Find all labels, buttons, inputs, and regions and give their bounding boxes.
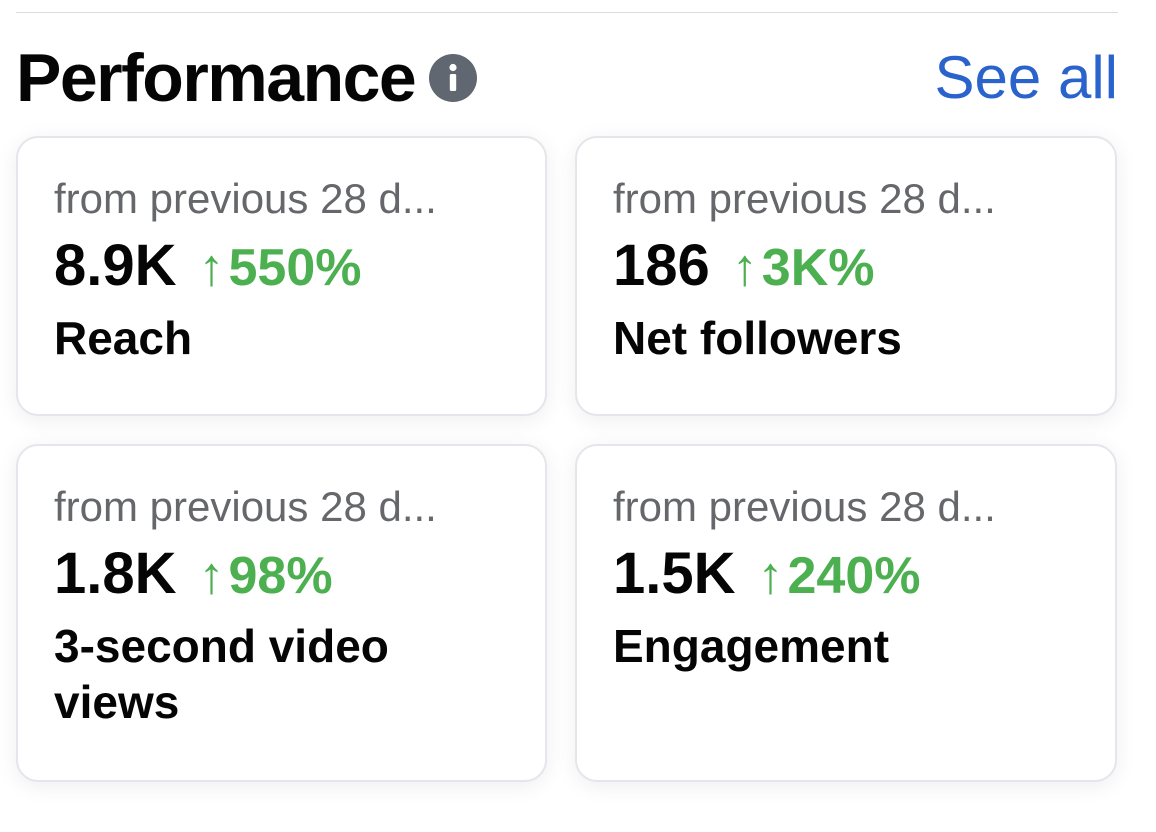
card-subtitle: from previous 28 d... bbox=[54, 483, 437, 530]
performance-header: Performance See all bbox=[16, 40, 1118, 116]
card-value: 8.9K bbox=[54, 233, 177, 299]
info-icon[interactable] bbox=[429, 54, 478, 102]
card-delta-value: 98% bbox=[228, 547, 333, 606]
card-subtitle: from previous 28 d... bbox=[613, 483, 996, 530]
see-all-link[interactable]: See all bbox=[934, 44, 1118, 111]
card-delta-value: 550% bbox=[228, 239, 362, 298]
card-label: Net followers bbox=[613, 312, 902, 365]
card-subtitle: from previous 28 d... bbox=[613, 175, 996, 222]
arrow-up-icon: ↑ bbox=[731, 239, 758, 298]
card-value: 1.5K bbox=[613, 541, 736, 607]
arrow-up-icon: ↑ bbox=[198, 547, 225, 606]
page-title: Performance bbox=[16, 40, 417, 116]
top-divider bbox=[16, 12, 1118, 13]
card-delta: ↑ 550% bbox=[199, 240, 362, 297]
card-subtitle: from previous 28 d... bbox=[54, 175, 437, 222]
card-delta-value: 3K% bbox=[761, 239, 875, 298]
metric-card-reach[interactable]: from previous 28 d... 8.9K ↑ 550% Reach bbox=[16, 136, 547, 416]
card-delta: ↑ 240% bbox=[758, 548, 921, 605]
title-wrap: Performance bbox=[16, 40, 478, 116]
metric-card-net-followers[interactable]: from previous 28 d... 186 ↑ 3K% Net foll… bbox=[575, 136, 1117, 416]
card-value: 186 bbox=[613, 233, 710, 299]
card-value-row: 1.8K ↑ 98% bbox=[54, 542, 545, 606]
card-delta: ↑ 3K% bbox=[732, 240, 875, 297]
card-delta: ↑ 98% bbox=[199, 548, 333, 605]
card-label: Reach bbox=[54, 312, 193, 365]
card-value-row: 8.9K ↑ 550% bbox=[54, 234, 545, 298]
metrics-grid: from previous 28 d... 8.9K ↑ 550% Reach … bbox=[16, 136, 1117, 782]
card-value: 1.8K bbox=[54, 541, 177, 607]
metric-card-engagement[interactable]: from previous 28 d... 1.5K ↑ 240% Engage… bbox=[575, 444, 1117, 782]
arrow-up-icon: ↑ bbox=[757, 547, 784, 606]
card-delta-value: 240% bbox=[787, 547, 921, 606]
card-label: Engagement bbox=[613, 620, 890, 673]
arrow-up-icon: ↑ bbox=[198, 239, 225, 298]
card-value-row: 1.5K ↑ 240% bbox=[613, 542, 1115, 606]
card-value-row: 186 ↑ 3K% bbox=[613, 234, 1115, 298]
card-label: 3-second video views bbox=[54, 620, 389, 729]
metric-card-video-views[interactable]: from previous 28 d... 1.8K ↑ 98% 3-secon… bbox=[16, 444, 547, 782]
